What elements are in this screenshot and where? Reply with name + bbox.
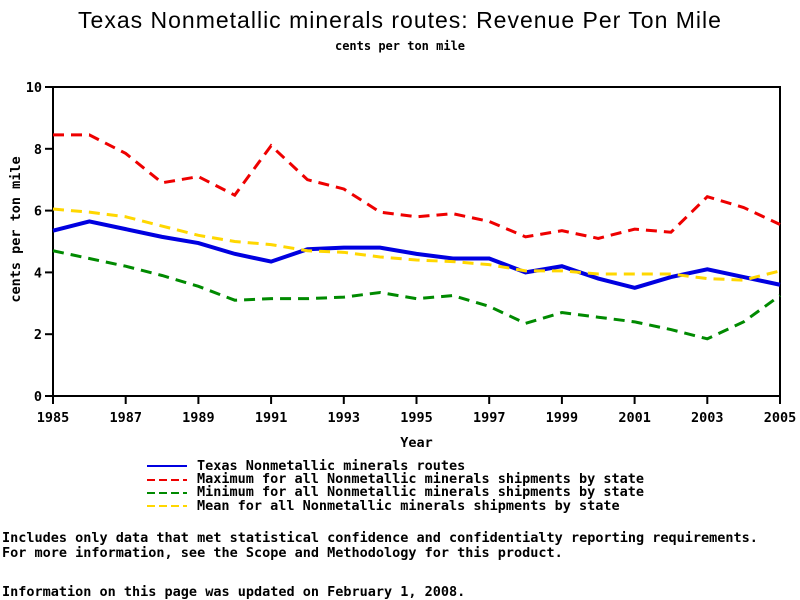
update-note: Information on this page was updated on … xyxy=(2,584,466,600)
footnote-line-1: Includes only data that met statistical … xyxy=(2,530,758,546)
x-tick-label: 1991 xyxy=(255,410,288,426)
x-tick-label: 1989 xyxy=(182,410,215,426)
legend: Texas Nonmetallic minerals routes Maximum… xyxy=(146,457,645,514)
x-tick-label: 1993 xyxy=(328,410,361,426)
series-line-2 xyxy=(52,249,781,341)
series-line-0 xyxy=(52,219,781,290)
y-axis-label: cents per ton mile xyxy=(8,156,24,302)
legend-swatch xyxy=(147,491,187,494)
x-tick-label: 1987 xyxy=(109,410,142,426)
series-line-1 xyxy=(53,133,781,240)
legend-swatch xyxy=(147,465,187,468)
y-tick-label: 8 xyxy=(34,142,42,158)
legend-item: Mean for all Nonmetallic minerals shipme… xyxy=(146,497,644,514)
legend-item: Texas Nonmetallic minerals routes xyxy=(146,457,644,474)
x-axis-label: Year xyxy=(400,435,433,451)
x-tick-label: 2003 xyxy=(691,410,724,426)
series-line-3 xyxy=(52,207,781,282)
y-tick-label: 4 xyxy=(34,265,42,281)
chart-title: Texas Nonmetallic minerals routes: Reven… xyxy=(78,7,722,33)
legend-swatch xyxy=(147,505,187,508)
legend-item: Maximum for all Nonmetallic minerals shi… xyxy=(146,471,645,488)
footnote-line-2: For more information, see the Scope and … xyxy=(2,545,563,561)
legend-label: Maximum for all Nonmetallic minerals shi… xyxy=(197,471,645,488)
x-tick-label: 1985 xyxy=(37,410,70,426)
x-tick-label: 1997 xyxy=(473,410,506,426)
legend-swatch xyxy=(147,478,187,481)
legend-item: Minimum for all Nonmetallic minerals shi… xyxy=(146,484,645,501)
y-tick-label: 0 xyxy=(34,389,42,405)
x-tick-label: 1995 xyxy=(400,410,433,426)
footnote: Includes only data that met statistical … xyxy=(2,531,758,561)
legend-label: Minimum for all Nonmetallic minerals shi… xyxy=(197,484,645,501)
legend-label: Mean for all Nonmetallic minerals shipme… xyxy=(197,497,620,514)
x-tick-label: 2005 xyxy=(764,410,797,426)
x-tick-label: 2001 xyxy=(618,410,651,426)
y-tick-label: 10 xyxy=(26,80,42,96)
y-tick-label: 6 xyxy=(34,204,42,220)
plot-frame xyxy=(52,86,781,397)
x-tick-label: 1999 xyxy=(546,410,579,426)
y-tick-label: 2 xyxy=(34,327,42,343)
chart-subtitle: cents per ton mile xyxy=(334,39,466,53)
legend-label: Texas Nonmetallic minerals routes xyxy=(197,457,466,474)
